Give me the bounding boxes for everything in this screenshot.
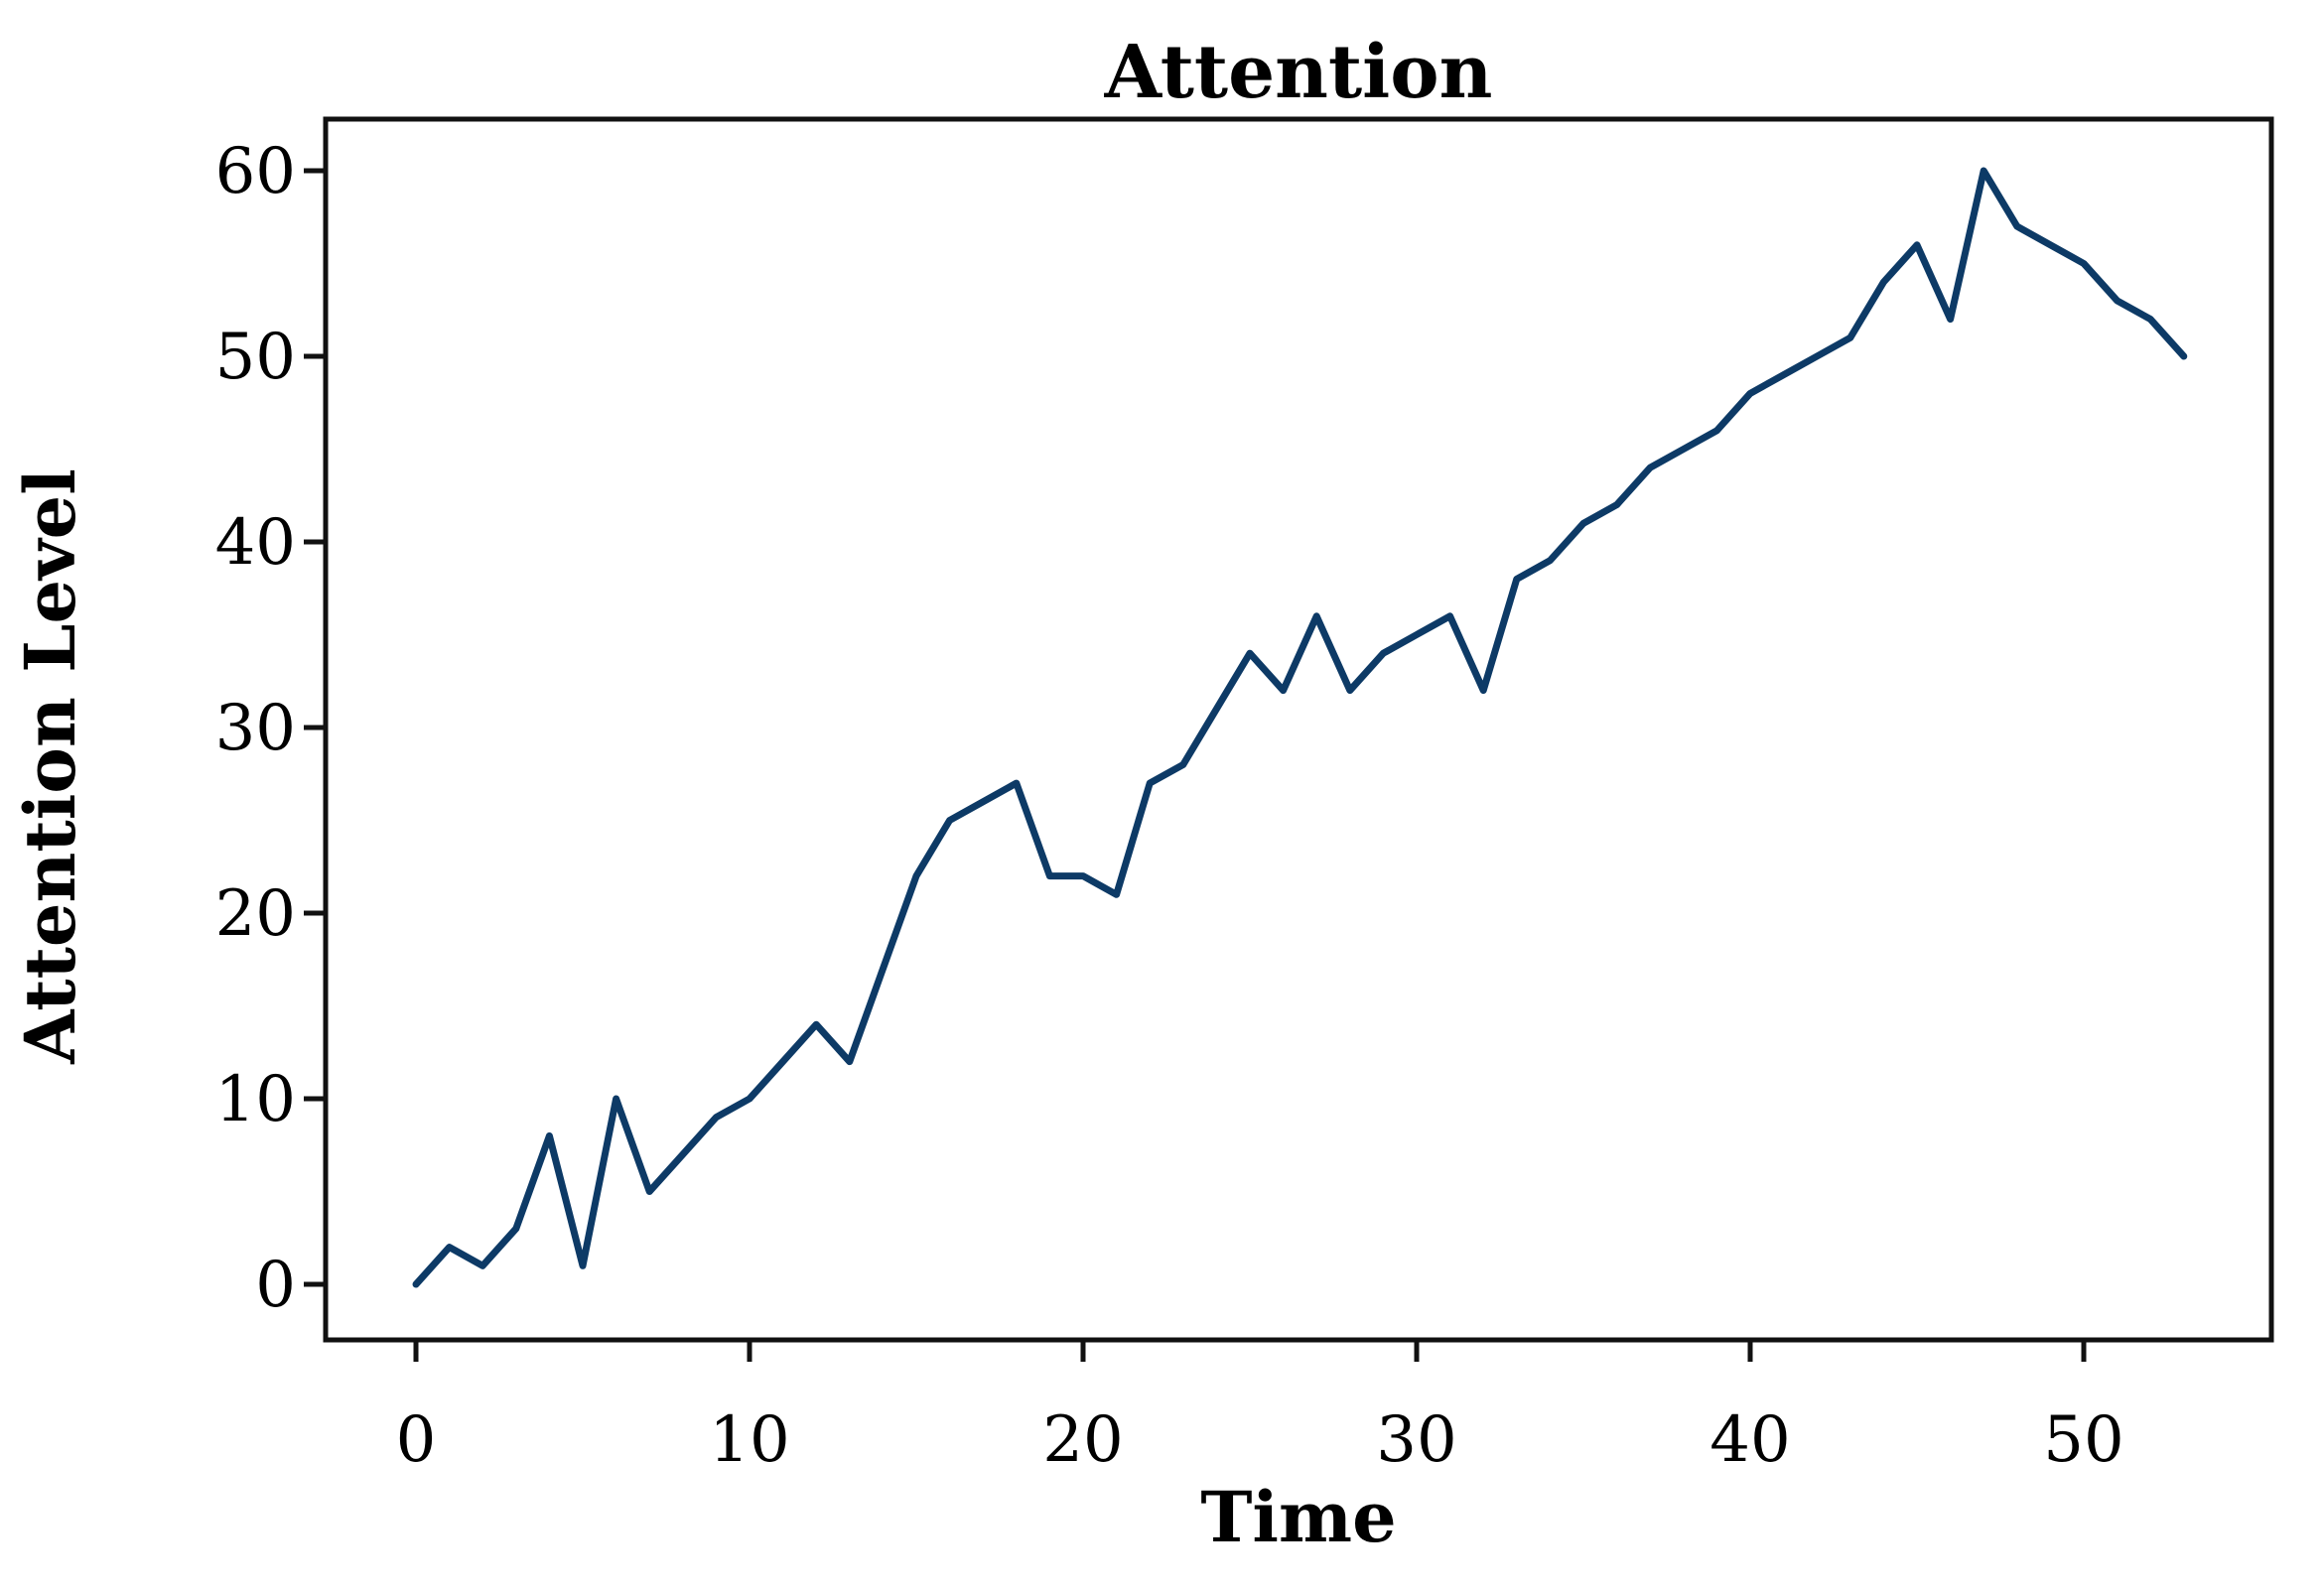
- y-axis-tick-labels: 0 10 20 30 40 50 60: [215, 135, 296, 1322]
- y-axis-ticks: [304, 168, 326, 1287]
- x-tick-label: 40: [1709, 1403, 1790, 1477]
- x-tick-label: 20: [1042, 1403, 1123, 1477]
- y-axis-label: Attention Level: [9, 468, 91, 1065]
- x-tick-label: 30: [1376, 1403, 1456, 1477]
- y-tick-label: 0: [255, 1249, 296, 1322]
- y-tick-label: 10: [215, 1063, 296, 1136]
- y-tick-label: 50: [215, 321, 296, 394]
- attention-series-line: [412, 167, 2188, 1288]
- x-tick-label: 10: [709, 1403, 789, 1477]
- y-tick-label: 60: [215, 135, 296, 208]
- x-axis-label: Time: [1200, 1476, 1396, 1558]
- x-axis-ticks: [413, 1340, 2087, 1362]
- chart-title: Attention: [1104, 30, 1493, 115]
- y-tick-label: 40: [215, 506, 296, 580]
- x-tick-label: 0: [396, 1403, 437, 1477]
- x-tick-label: 50: [2043, 1403, 2123, 1477]
- y-tick-label: 20: [215, 877, 296, 951]
- y-tick-label: 30: [215, 692, 296, 765]
- plot-frame: [323, 116, 2274, 1343]
- x-axis-tick-labels: 0 10 20 30 40 50: [396, 1403, 2124, 1477]
